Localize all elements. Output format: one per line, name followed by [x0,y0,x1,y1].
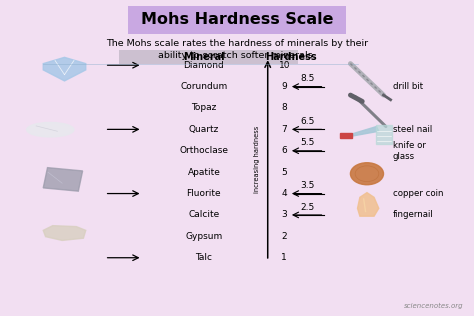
Text: 3.5: 3.5 [301,181,315,190]
Text: 3: 3 [282,210,287,219]
Polygon shape [357,193,379,216]
Bar [43,167,82,191]
Text: 5: 5 [282,168,287,177]
Text: Orthoclase: Orthoclase [180,146,228,155]
Text: Quartz: Quartz [189,125,219,134]
Text: 6: 6 [282,146,287,155]
Text: Corundum: Corundum [180,82,228,91]
Text: Apatite: Apatite [188,168,220,177]
Text: The Mohs scale rates the hardness of minerals by their
ability to scratch softer: The Mohs scale rates the hardness of min… [106,39,368,60]
Text: Hardness: Hardness [265,52,317,62]
Text: Gypsum: Gypsum [185,232,222,241]
Text: 9: 9 [282,82,287,91]
Bar [376,125,392,144]
Text: sciencenotes.org: sciencenotes.org [404,303,464,309]
Text: Calcite: Calcite [188,210,219,219]
Circle shape [350,163,383,185]
Text: Mineral: Mineral [183,52,225,62]
Ellipse shape [27,122,74,137]
Text: Fluorite: Fluorite [187,189,221,198]
Text: copper coin: copper coin [393,189,444,198]
Text: 5.5: 5.5 [301,138,315,147]
Text: 2.5: 2.5 [301,203,315,212]
Text: 2: 2 [282,232,287,241]
Text: 1: 1 [282,253,287,262]
FancyBboxPatch shape [128,6,346,34]
Text: increasing hardness: increasing hardness [255,125,260,193]
Polygon shape [350,126,379,136]
Text: Mohs Hardness Scale: Mohs Hardness Scale [141,12,333,27]
Polygon shape [43,57,86,81]
Text: 10: 10 [279,61,290,70]
Text: 6.5: 6.5 [301,117,315,126]
Text: fingernail: fingernail [393,210,434,219]
Bar [340,132,352,138]
Text: drill bit: drill bit [393,82,423,91]
Text: 8: 8 [282,103,287,112]
Text: Topaz: Topaz [191,103,217,112]
Text: Diamond: Diamond [183,61,224,70]
Text: Talc: Talc [195,253,212,262]
Text: steel nail: steel nail [393,125,432,134]
Text: 7: 7 [282,125,287,134]
Text: 8.5: 8.5 [301,74,315,83]
Text: knife or
glass: knife or glass [393,141,426,161]
Text: 4: 4 [282,189,287,198]
FancyBboxPatch shape [119,51,299,64]
Polygon shape [43,226,86,240]
